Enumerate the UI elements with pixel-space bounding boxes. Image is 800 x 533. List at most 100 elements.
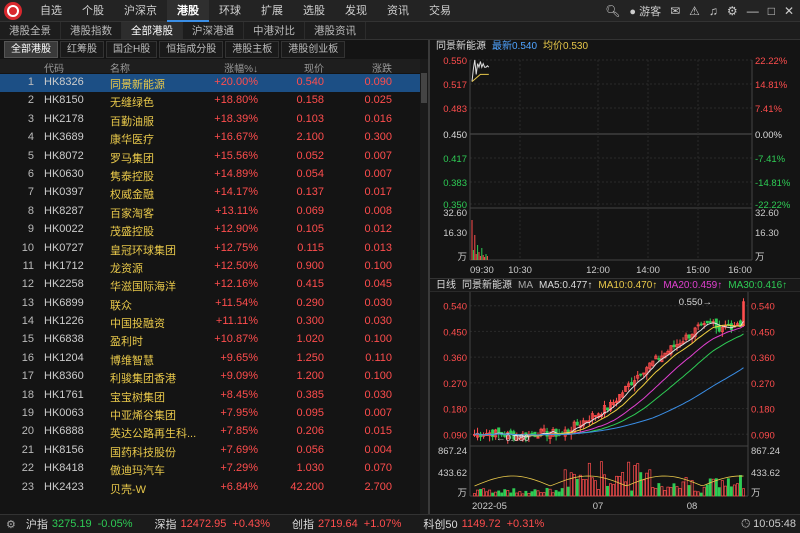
- candle-body: [642, 372, 646, 375]
- table-row[interactable]: 1 HK8326 同景新能源 +20.00% 0.540 0.090: [0, 74, 428, 93]
- tab[interactable]: 全部港股: [122, 22, 183, 39]
- tab[interactable]: 中港对比: [244, 22, 305, 39]
- mail-icon[interactable]: ✉: [670, 4, 681, 18]
- maximize-icon[interactable]: □: [767, 4, 775, 18]
- table-row[interactable]: 11 HK1712 龙资源 +12.50% 0.900 0.100: [0, 258, 428, 276]
- cell-price: 0.069: [296, 204, 324, 217]
- nav-item[interactable]: 港股: [167, 0, 209, 22]
- header-price[interactable]: 现价: [304, 64, 324, 75]
- nav-item[interactable]: 沪深京: [124, 4, 157, 17]
- table-row[interactable]: 18 HK1761 宝宝树集团 +8.45% 0.385 0.030: [0, 387, 428, 405]
- kline-volume-bar: [548, 488, 552, 497]
- nav-item[interactable]: 扩展: [261, 4, 283, 17]
- kline-volume-bar: [642, 479, 646, 497]
- nav-item[interactable]: 发现: [345, 4, 367, 17]
- close-icon[interactable]: ✕: [783, 4, 794, 18]
- nav-item[interactable]: 环球: [219, 4, 241, 17]
- panel-divider[interactable]: [428, 40, 430, 514]
- nav-item[interactable]: 交易: [429, 4, 451, 17]
- table-row[interactable]: 16 HK1204 博维智慧 +9.65% 1.250 0.110: [0, 350, 428, 368]
- table-scrollbar[interactable]: [420, 59, 428, 514]
- kline-header: 日线 同景新能源 MA MA5:0.477↑ MA10:0.470↑ MA20:…: [430, 278, 800, 292]
- cy-index-name[interactable]: 创指: [292, 519, 315, 531]
- kline-volume-bar: [569, 472, 573, 497]
- kline-volume-bar: [678, 488, 682, 497]
- subtab[interactable]: 港股创业板: [281, 41, 346, 58]
- app-logo-icon[interactable]: [4, 1, 22, 20]
- kline-chart[interactable]: 0.540 0.540 0.450 0.450 0.360 0.360 0.270 0.270…: [430, 292, 800, 514]
- cell-rise: 0.110: [365, 351, 392, 364]
- tab[interactable]: 港股资讯: [305, 22, 366, 39]
- kline-volume-bar: [593, 480, 597, 497]
- header-code[interactable]: 代码: [44, 64, 64, 75]
- candle-body: [651, 360, 655, 366]
- kline-volume-bar: [624, 481, 628, 497]
- kline-ma-label[interactable]: MA: [518, 280, 533, 291]
- table-row[interactable]: 5 HK8072 罗马集团 +15.56% 0.052 0.007: [0, 148, 428, 166]
- settings-icon[interactable]: ⚙: [726, 4, 738, 18]
- table-row[interactable]: 19 HK0063 中亚烯谷集团 +7.95% 0.095 0.007: [0, 405, 428, 423]
- kline-volume-bar: [497, 490, 501, 497]
- sz-index-name[interactable]: 深指: [154, 519, 177, 531]
- kline-volume-bar: [491, 492, 495, 497]
- kc-index-name[interactable]: 科创50: [423, 519, 458, 531]
- subtab[interactable]: 恒指成分股: [159, 41, 224, 58]
- table-row[interactable]: 12 HK2258 华滋国际海洋 +12.16% 0.415 0.045: [0, 276, 428, 294]
- alert-icon[interactable]: ⚠: [689, 4, 700, 18]
- nav-item[interactable]: 自选: [40, 4, 62, 17]
- search-icon[interactable]: 🔍︎: [605, 4, 621, 18]
- sh-index-name[interactable]: 沪指: [25, 519, 48, 531]
- subtab[interactable]: 红筹股: [60, 41, 104, 58]
- table-row[interactable]: 3 HK2178 百勤油服 +18.39% 0.103 0.016: [0, 111, 428, 129]
- cell-code: HK1761: [44, 388, 84, 401]
- cell-change-pct: +12.16%: [214, 278, 258, 291]
- table-row[interactable]: 17 HK8360 利骏集团香港 +9.09% 1.200 0.100: [0, 368, 428, 386]
- subtab[interactable]: 全部港股: [4, 41, 58, 58]
- nav-item[interactable]: 资讯: [387, 4, 409, 17]
- kline-period[interactable]: 日线: [436, 280, 456, 291]
- tab[interactable]: 沪深港通: [183, 22, 244, 39]
- table-row[interactable]: 7 HK0397 权威金融 +14.17% 0.137 0.017: [0, 184, 428, 202]
- table-row[interactable]: 10 HK0727 皇冠环球集团 +12.75% 0.115 0.013: [0, 240, 428, 258]
- table-row[interactable]: 6 HK0630 隽泰控股 +14.89% 0.054 0.007: [0, 166, 428, 184]
- kline-vol-tick-right: 867.24: [751, 446, 780, 457]
- table-row[interactable]: 4 HK3689 康华医疗 +16.67% 2.100 0.300: [0, 129, 428, 147]
- candle-body: [479, 433, 483, 438]
- kline-vol-tick: 433.62: [438, 468, 467, 479]
- nav-item[interactable]: 个股: [82, 4, 104, 17]
- price-tick: 0.383: [443, 178, 467, 189]
- table-row[interactable]: 21 HK8156 国药科技股份 +7.69% 0.056 0.004: [0, 442, 428, 460]
- nav-item[interactable]: 选股: [303, 4, 325, 17]
- bell-icon[interactable]: ♫: [708, 4, 718, 18]
- table-row[interactable]: 9 HK0022 茂盛控股 +12.90% 0.105 0.012: [0, 221, 428, 239]
- table-row[interactable]: 2 HK8150 无缝绿色 +18.80% 0.158 0.025: [0, 92, 428, 110]
- user-label[interactable]: ● 游客: [629, 6, 662, 18]
- header-name[interactable]: 名称: [110, 64, 130, 75]
- kline-volume-bar: [509, 492, 513, 497]
- table-row[interactable]: 14 HK1226 中国投融资 +11.11% 0.300 0.030: [0, 313, 428, 331]
- minimize-icon[interactable]: —: [746, 4, 759, 18]
- table-row[interactable]: 20 HK6888 英达公路再生科... +7.85% 0.206 0.015: [0, 423, 428, 441]
- table-row[interactable]: 22 HK8418 傲迪玛汽车 +7.29% 1.030 0.070: [0, 460, 428, 478]
- cell-no: 11: [22, 259, 34, 272]
- scrollbar-thumb[interactable]: [421, 73, 427, 103]
- header-rise[interactable]: 涨跌: [372, 64, 392, 75]
- table-row[interactable]: 8 HK8287 百家淘客 +13.11% 0.069 0.008: [0, 203, 428, 221]
- candle-body: [605, 407, 609, 411]
- cell-code: HK6838: [44, 333, 84, 346]
- header-change-pct[interactable]: 涨幅%↓: [224, 64, 258, 75]
- table-row[interactable]: 13 HK6899 联众 +11.54% 0.290 0.030: [0, 295, 428, 313]
- intraday-chart[interactable]: 0.550 22.22% 0.517 14.81% 0.483 7.41% 0.450 0.0…: [430, 54, 800, 278]
- tab[interactable]: 港股指数: [61, 22, 122, 39]
- cell-code: HK8418: [44, 462, 84, 475]
- cell-code: HK8150: [44, 94, 84, 107]
- table-row[interactable]: 23 HK2423 贝壳-W +6.84% 42.200 2.700: [0, 479, 428, 497]
- subtab[interactable]: 国企H股: [106, 41, 158, 58]
- table-row[interactable]: 15 HK6838 盈利时 +10.87% 1.020 0.100: [0, 331, 428, 349]
- cell-name: 同景新能源: [110, 79, 165, 91]
- status-settings-icon[interactable]: ⚙: [6, 518, 16, 531]
- kline-volume-bar: [527, 493, 531, 497]
- pct-tick: 14.81%: [755, 80, 788, 91]
- subtab[interactable]: 港股主板: [225, 41, 280, 58]
- tab[interactable]: 港股全景: [0, 22, 61, 39]
